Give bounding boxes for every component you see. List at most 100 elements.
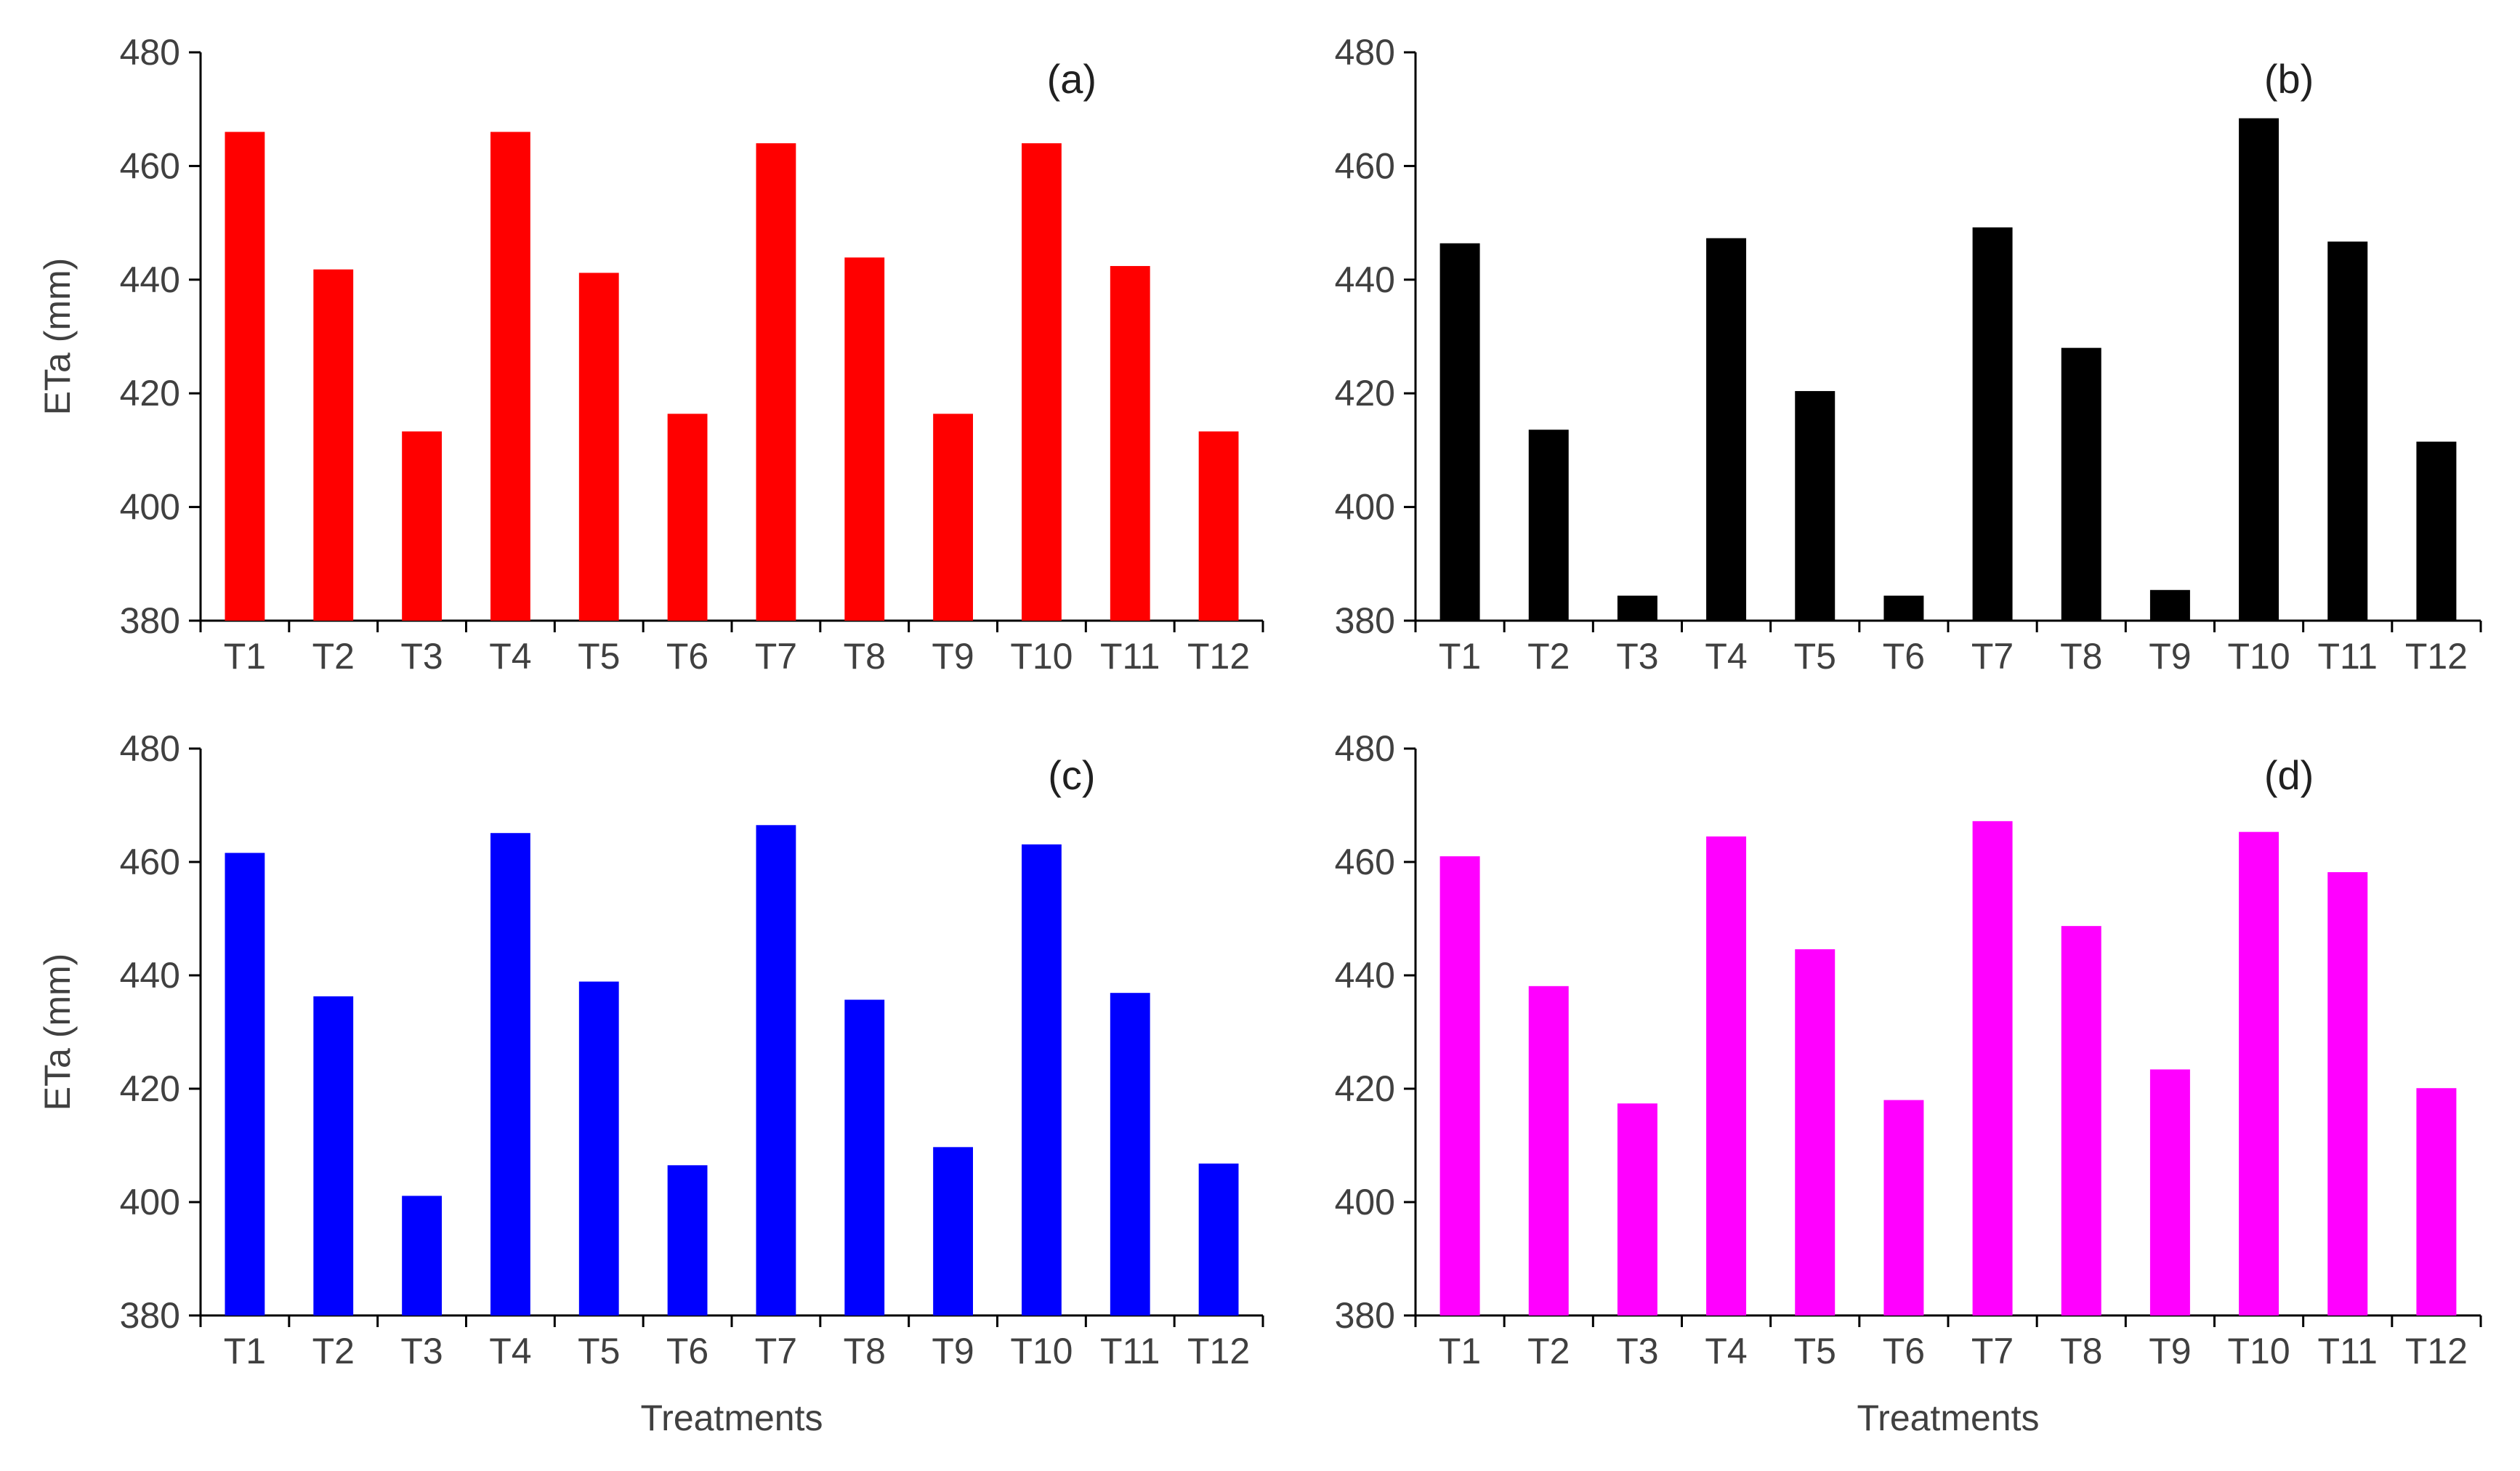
- y-tick-label: 480: [1335, 728, 1395, 769]
- x-tick-label: T1: [224, 1331, 266, 1371]
- x-tick-label: T2: [1527, 636, 1570, 677]
- x-tick-label: T12: [1187, 636, 1250, 677]
- bar-T6: [667, 414, 708, 621]
- x-tick-label: T9: [932, 1331, 974, 1371]
- y-tick-label: 380: [120, 600, 180, 641]
- panel-c: 380 400 420 440 460 480 T1 T2 T3 T4 T5 T6 T7 T8 T9 T10 T…: [37, 728, 1264, 1438]
- x-tick-label: T1: [1439, 636, 1481, 677]
- y-tick-label: 420: [1335, 373, 1395, 414]
- x-tick-label: T8: [2060, 1331, 2102, 1371]
- x-tick-label: T6: [1883, 636, 1925, 677]
- y-tick-label: 380: [1335, 1295, 1395, 1336]
- x-tick-label: T7: [1971, 1331, 2014, 1371]
- y-tick-label: 460: [1335, 145, 1395, 186]
- y-tick-label: 400: [120, 487, 180, 528]
- x-tick-label: T9: [932, 636, 974, 677]
- bar-T6: [1883, 1100, 1924, 1315]
- x-tick-label: T2: [1527, 1331, 1570, 1371]
- panel-label: (a): [1047, 56, 1097, 102]
- bar-T2: [1528, 986, 1569, 1315]
- y-axis-title: ETa (mm): [37, 954, 78, 1111]
- x-tick-label: T4: [489, 1331, 531, 1371]
- x-tick-label: T5: [1794, 1331, 1836, 1371]
- y-tick-label: 380: [120, 1295, 180, 1336]
- panel-label: (b): [2264, 56, 2314, 102]
- y-tick-label: 440: [1335, 259, 1395, 300]
- x-tick-label: T10: [2227, 1331, 2290, 1371]
- bar-T1: [1439, 856, 1480, 1315]
- bar-T10: [2239, 831, 2279, 1315]
- panel-label: (d): [2264, 752, 2314, 798]
- bar-T4: [1706, 836, 1747, 1315]
- x-axis-title: Treatments: [640, 1398, 823, 1438]
- bar-T7: [756, 143, 796, 621]
- bar-T9: [933, 1147, 973, 1315]
- bar-T9: [933, 414, 973, 621]
- panel-d: 380 400 420 440 460 480 T1 T2 T3 T4 T5 T6 T7 T8 T9 T10 T…: [1335, 728, 2482, 1438]
- bar-T8: [844, 257, 885, 621]
- x-tick-label: T11: [1100, 636, 1160, 677]
- bar-T1: [225, 853, 265, 1315]
- bar-T3: [402, 431, 442, 621]
- x-tick-label: T5: [578, 1331, 620, 1371]
- x-tick-label: T7: [755, 636, 797, 677]
- bar-T11: [2327, 872, 2368, 1315]
- bar-T7: [756, 825, 796, 1315]
- x-tick-label: T11: [2318, 636, 2378, 677]
- bar-T1: [225, 132, 265, 621]
- x-tick-label: T2: [312, 636, 355, 677]
- bar-T9: [2149, 1069, 2190, 1315]
- bar-T9: [2149, 589, 2190, 621]
- y-tick-label: 480: [120, 728, 180, 769]
- x-tick-label: T8: [2060, 636, 2102, 677]
- x-tick-label: T6: [666, 636, 708, 677]
- x-tick-label: T3: [1616, 636, 1658, 677]
- x-tick-label: T9: [2149, 1331, 2191, 1371]
- x-tick-label: T3: [1616, 1331, 1658, 1371]
- bar-T12: [2416, 1088, 2457, 1315]
- bar-T2: [1528, 430, 1569, 621]
- y-tick-label: 460: [120, 145, 180, 186]
- bar-T2: [313, 269, 354, 621]
- x-tick-label: T7: [1971, 636, 2014, 677]
- x-tick-label: T10: [1010, 1331, 1073, 1371]
- bar-T12: [1198, 1163, 1239, 1315]
- bar-T10: [2239, 118, 2279, 621]
- x-tick-label: T3: [400, 636, 443, 677]
- y-tick-label: 420: [120, 373, 180, 414]
- panel-b: 380 400 420 440 460 480 T1 T2 T3 T4 T5 T6 T7 T8 T9 T10 T…: [1335, 32, 2482, 677]
- bar-T6: [667, 1165, 708, 1315]
- bar-T10: [1022, 844, 1062, 1315]
- x-tick-label: T7: [755, 1331, 797, 1371]
- bar-T5: [1795, 391, 1836, 621]
- y-axis-title: ETa (mm): [37, 258, 78, 416]
- y-tick-label: 400: [1335, 1182, 1395, 1222]
- x-tick-label: T4: [1705, 636, 1747, 677]
- bar-T4: [490, 833, 530, 1315]
- bar-T8: [2061, 926, 2101, 1315]
- x-tick-label: T8: [844, 1331, 886, 1371]
- x-tick-label: T10: [2227, 636, 2290, 677]
- bar-T6: [1883, 595, 1924, 621]
- x-tick-label: T11: [2318, 1331, 2378, 1371]
- y-tick-label: 420: [120, 1068, 180, 1109]
- bar-T8: [2061, 347, 2101, 621]
- x-tick-label: T2: [312, 1331, 355, 1371]
- bar-T5: [1795, 949, 1836, 1315]
- bar-T12: [1198, 431, 1239, 621]
- x-tick-label: T12: [2405, 1331, 2468, 1371]
- bar-T10: [1022, 143, 1062, 621]
- bar-T7: [1972, 821, 2013, 1315]
- bar-T1: [1439, 243, 1480, 621]
- x-tick-label: T6: [1883, 1331, 1925, 1371]
- bar-T12: [2416, 441, 2457, 621]
- bar-T5: [578, 981, 619, 1315]
- x-tick-label: T10: [1010, 636, 1073, 677]
- x-tick-label: T6: [666, 1331, 708, 1371]
- y-tick-label: 440: [120, 259, 180, 300]
- y-tick-label: 420: [1335, 1068, 1395, 1109]
- panel-label: (c): [1048, 752, 1095, 798]
- bar-T3: [1617, 595, 1657, 621]
- x-tick-label: T11: [1100, 1331, 1160, 1371]
